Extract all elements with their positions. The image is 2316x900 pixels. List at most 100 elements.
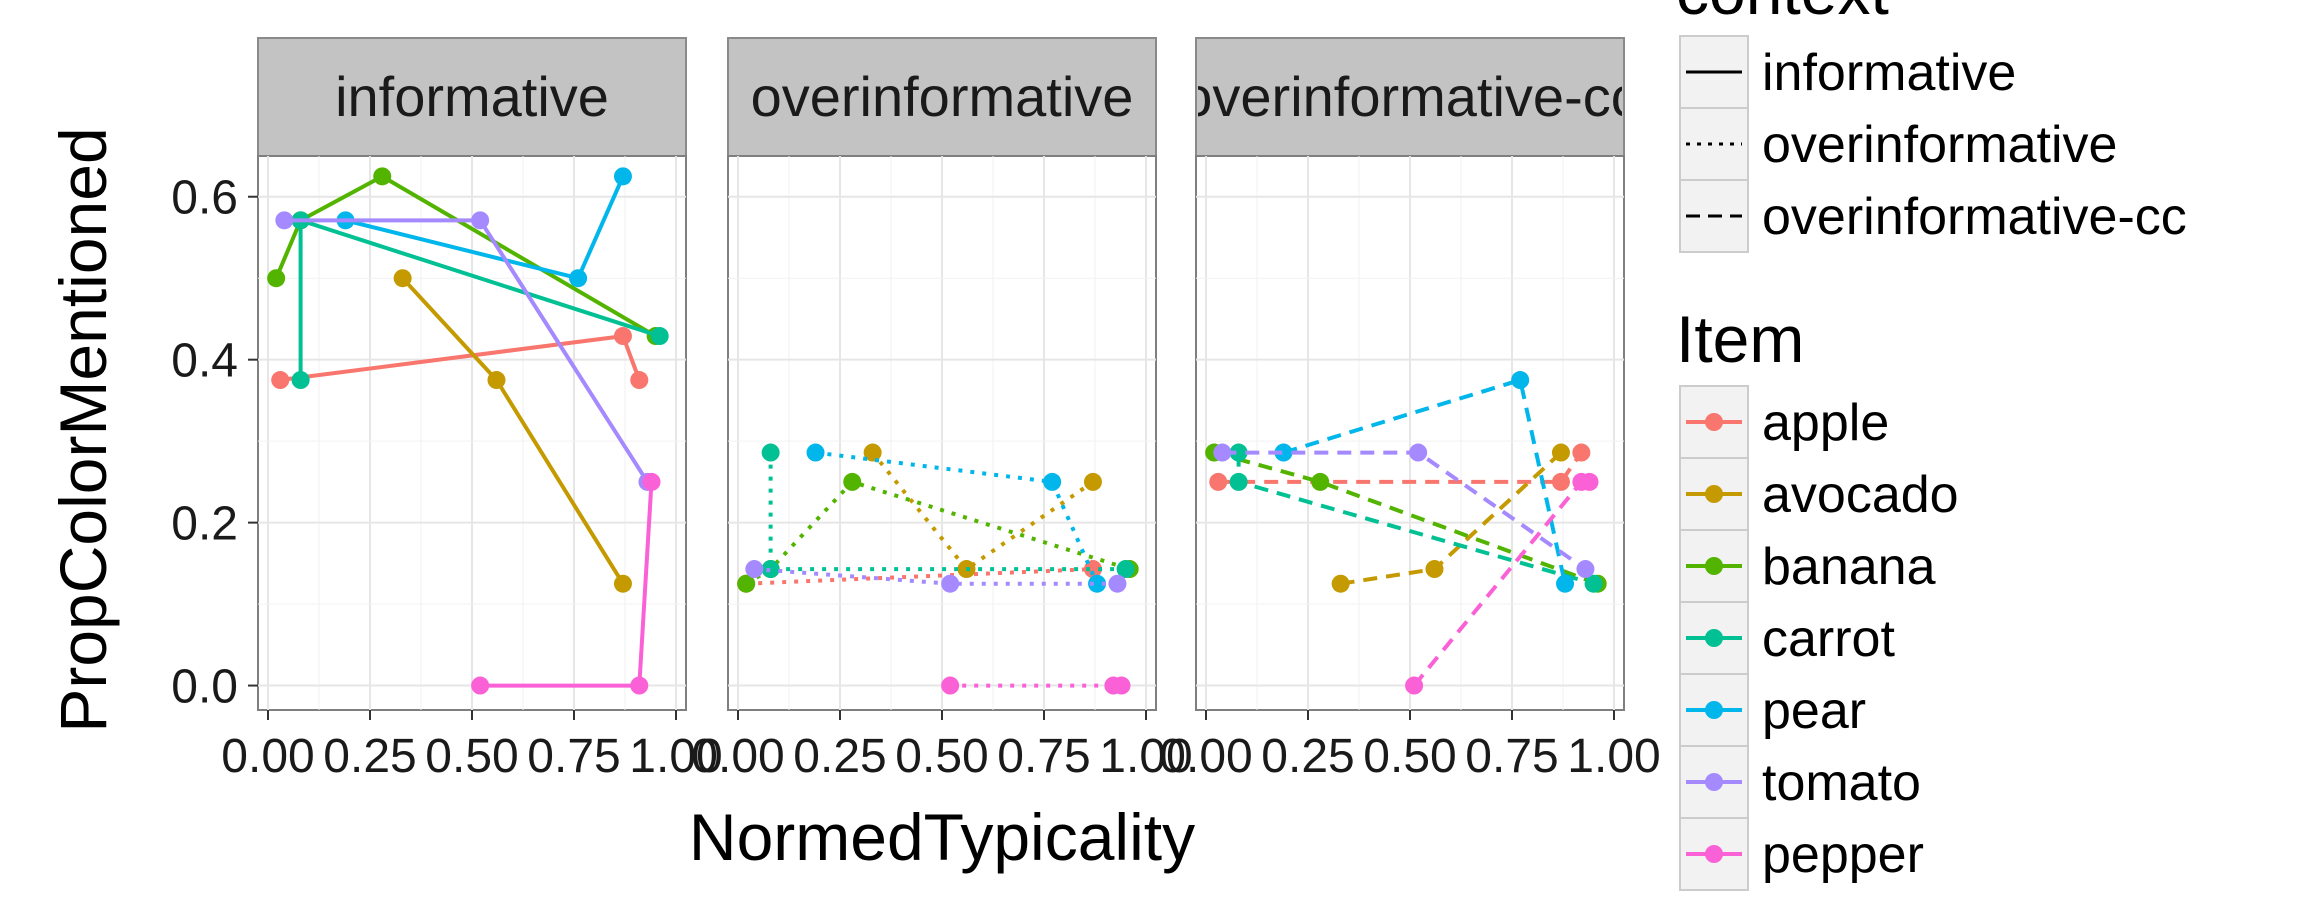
data-point bbox=[393, 269, 412, 288]
data-point bbox=[613, 574, 632, 593]
data-point bbox=[1209, 472, 1228, 491]
legend-item: Item apple avocado banana carrot pear tomato p… bbox=[1676, 302, 1959, 891]
series-line bbox=[871, 451, 1095, 572]
x-tick-label: 0.75 bbox=[1465, 730, 1558, 783]
data-point bbox=[761, 560, 780, 579]
y-tick-label: 0.0 bbox=[171, 661, 238, 714]
legend-point-sample bbox=[1705, 557, 1723, 575]
x-tick-label: 0.75 bbox=[997, 730, 1090, 783]
legend-entry: overinformative-cc bbox=[1679, 179, 2187, 253]
series-line bbox=[815, 450, 1099, 585]
data-point bbox=[1584, 574, 1603, 593]
data-point bbox=[941, 676, 960, 695]
facet-strip-label: informative bbox=[335, 65, 609, 128]
x-tick-label: 0.25 bbox=[1261, 730, 1354, 783]
legend-label: avocado bbox=[1762, 466, 1959, 524]
legend-point-sample bbox=[1705, 413, 1723, 431]
data-point bbox=[1108, 574, 1127, 593]
facet-panel: overinformative-cc 0.00 0.25 0.50 0.75 1.00 bbox=[1159, 37, 1660, 783]
legend-entry: avocado bbox=[1679, 457, 1959, 531]
legend-entry: informative bbox=[1679, 35, 2016, 109]
y-tick-label: 0.4 bbox=[171, 335, 238, 388]
data-point bbox=[745, 560, 764, 579]
data-point bbox=[650, 327, 669, 346]
facet-panel: overinformative 0.00 0.25 0.50 0.75 1.00 bbox=[691, 37, 1193, 783]
data-point bbox=[1213, 443, 1232, 462]
series-line bbox=[746, 567, 1094, 586]
legend-entry: apple bbox=[1679, 385, 1889, 459]
data-point bbox=[1576, 560, 1595, 579]
legend-label: carrot bbox=[1762, 610, 1895, 668]
data-point bbox=[373, 167, 392, 186]
series-line bbox=[1213, 450, 1599, 586]
facet-strip bbox=[1195, 37, 1625, 157]
legend-label: tomato bbox=[1762, 754, 1921, 812]
legend-label: apple bbox=[1762, 394, 1889, 452]
legend-entry: overinformative bbox=[1679, 107, 2117, 181]
legend-point-sample bbox=[1705, 485, 1723, 503]
data-point bbox=[806, 443, 825, 462]
data-point bbox=[737, 574, 756, 593]
data-point bbox=[1409, 443, 1428, 462]
y-axis-title: PropColorMentioned bbox=[46, 127, 120, 732]
y-tick-label: 0.2 bbox=[171, 498, 238, 551]
y-tick-label: 0.6 bbox=[171, 172, 238, 225]
x-tick-label: 1.00 bbox=[1099, 730, 1192, 783]
legend-label: overinformative-cc bbox=[1762, 188, 2187, 246]
data-point bbox=[1425, 560, 1444, 579]
facet-strip bbox=[727, 37, 1157, 157]
legend-label: overinformative bbox=[1762, 116, 2117, 174]
x-tick-label: 0.00 bbox=[691, 730, 784, 783]
legend-context-title: context bbox=[1676, 0, 1889, 28]
data-point bbox=[1116, 560, 1135, 579]
x-tick-label: 0.25 bbox=[323, 730, 416, 783]
x-tick-label: 0.75 bbox=[527, 730, 620, 783]
x-tick-label: 0.50 bbox=[425, 730, 518, 783]
data-point bbox=[1229, 443, 1248, 462]
facet-strip-label: overinformative bbox=[751, 65, 1134, 128]
data-point bbox=[267, 269, 286, 288]
data-point bbox=[1580, 472, 1599, 491]
x-tick-label: 0.50 bbox=[895, 730, 988, 783]
legend-label: informative bbox=[1762, 44, 2016, 102]
legend-point-sample bbox=[1705, 701, 1723, 719]
legend-point-sample bbox=[1705, 773, 1723, 791]
data-point bbox=[271, 371, 290, 390]
data-point bbox=[1083, 472, 1102, 491]
data-point bbox=[487, 371, 506, 390]
legend-entry: carrot bbox=[1679, 601, 1895, 675]
data-point bbox=[1551, 443, 1570, 462]
x-tick-label: 0.00 bbox=[221, 730, 314, 783]
legend-key bbox=[1679, 107, 1749, 181]
data-point bbox=[1229, 472, 1248, 491]
data-point bbox=[471, 676, 490, 695]
data-point bbox=[1112, 676, 1131, 695]
data-point bbox=[1572, 443, 1591, 462]
x-axis-title: NormedTypicality bbox=[689, 800, 1195, 874]
grid-lines bbox=[1196, 156, 1624, 710]
data-point bbox=[569, 269, 588, 288]
grid-lines bbox=[728, 156, 1156, 710]
legend-label: banana bbox=[1762, 538, 1936, 596]
data-point bbox=[630, 371, 649, 390]
data-point bbox=[1331, 574, 1350, 593]
legend-entry: pear bbox=[1679, 673, 1866, 747]
facet-strip-label: overinformative-cc bbox=[1181, 65, 1638, 128]
x-tick-label: 0.00 bbox=[1159, 730, 1252, 783]
data-point bbox=[1551, 472, 1570, 491]
data-point bbox=[1556, 574, 1575, 593]
series-line bbox=[768, 452, 1126, 572]
facet-panel: informative 0.00 0.25 0.50 0.75 1.00 bbox=[221, 37, 723, 783]
data-point bbox=[630, 676, 649, 695]
data-point bbox=[1043, 472, 1062, 491]
axes: NormedTypicality PropColorMentioned 0.00… bbox=[46, 127, 1195, 874]
legend-entry: pepper bbox=[1679, 817, 1924, 891]
data-point bbox=[275, 211, 294, 230]
data-point bbox=[1088, 574, 1107, 593]
data-point bbox=[613, 327, 632, 346]
data-point bbox=[1405, 676, 1424, 695]
legend-item-title: Item bbox=[1676, 302, 1804, 376]
x-tick-label: 1.00 bbox=[1567, 730, 1660, 783]
